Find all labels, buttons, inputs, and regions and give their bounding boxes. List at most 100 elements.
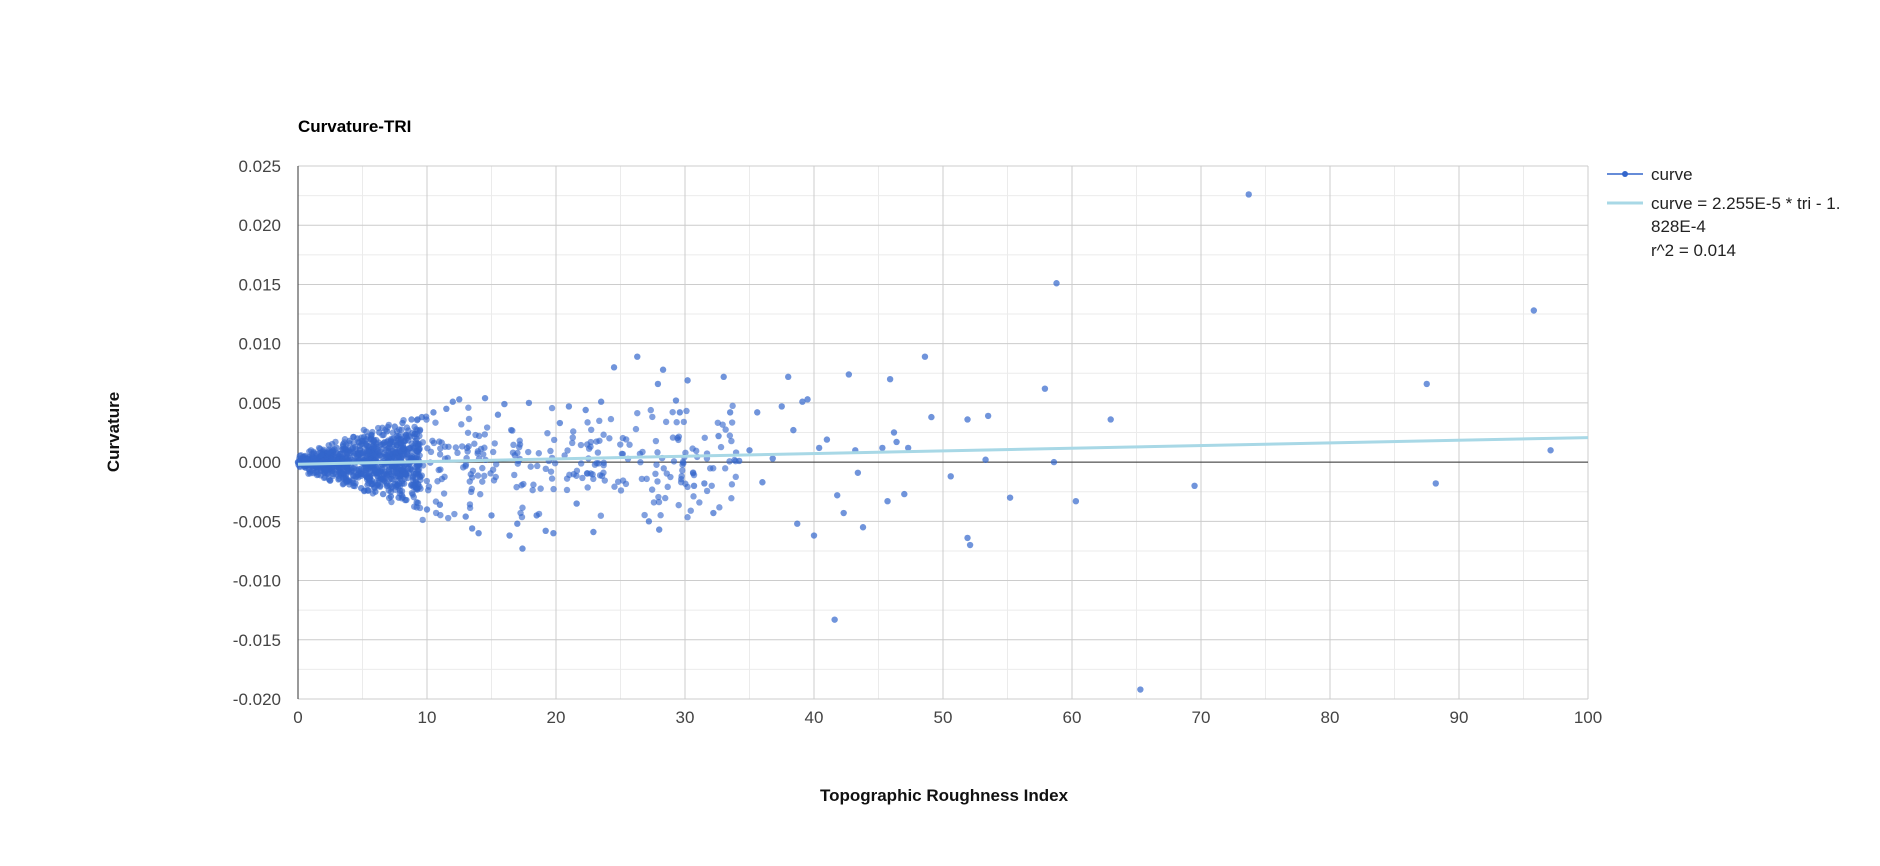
legend-item-points[interactable]: curve xyxy=(1607,165,1693,184)
data-point xyxy=(901,490,908,498)
data-point xyxy=(682,449,689,456)
data-point xyxy=(383,453,390,460)
data-point xyxy=(719,421,726,428)
y-tick-label: 0.020 xyxy=(238,216,281,235)
data-point xyxy=(534,462,541,470)
data-point xyxy=(1530,307,1538,314)
data-point xyxy=(611,483,618,490)
x-tick-label: 0 xyxy=(293,708,302,727)
data-point xyxy=(429,437,436,444)
data-point xyxy=(643,475,650,483)
data-point xyxy=(393,441,400,449)
data-point xyxy=(678,472,685,480)
data-point xyxy=(715,432,722,440)
data-point xyxy=(947,473,954,480)
trendline-path xyxy=(297,436,1589,466)
data-point xyxy=(684,514,691,521)
tick-labels: 0 10 20 30 40 50 60 70 80 90 100 0.025 0.020 0.015 0.0… xyxy=(233,157,1602,727)
data-point xyxy=(334,456,342,463)
data-point xyxy=(759,479,766,486)
data-point xyxy=(655,493,662,501)
data-point xyxy=(879,444,886,452)
data-point xyxy=(577,441,585,449)
data-point xyxy=(570,428,577,435)
data-point xyxy=(388,470,395,477)
legend-trendline-label-cont: 828E-4 xyxy=(1651,217,1706,236)
data-point xyxy=(479,478,486,485)
data-point xyxy=(408,416,415,423)
x-tick-label: 60 xyxy=(1063,708,1082,727)
data-point xyxy=(329,470,337,478)
data-point xyxy=(469,467,477,475)
x-tick-label: 100 xyxy=(1574,708,1602,727)
data-point xyxy=(413,426,420,433)
data-point xyxy=(606,435,613,442)
data-point xyxy=(409,481,417,489)
data-point xyxy=(964,534,971,542)
data-point xyxy=(1053,280,1060,287)
data-point xyxy=(735,457,743,465)
data-point xyxy=(360,470,367,478)
data-point xyxy=(618,450,626,458)
data-point xyxy=(468,474,476,481)
data-point xyxy=(483,424,491,431)
data-point xyxy=(684,377,691,384)
data-point xyxy=(754,409,761,416)
data-point xyxy=(449,398,456,405)
data-point xyxy=(419,462,427,469)
y-tick-label: -0.005 xyxy=(233,512,281,531)
data-point xyxy=(387,493,395,500)
data-point xyxy=(356,446,364,453)
data-point xyxy=(582,406,589,414)
data-point xyxy=(593,438,600,445)
data-point xyxy=(652,470,659,478)
data-point xyxy=(654,478,661,485)
data-point xyxy=(714,419,721,426)
data-point xyxy=(720,373,727,381)
data-point xyxy=(362,441,370,449)
y-tick-label: 0.005 xyxy=(238,394,281,413)
data-point xyxy=(600,469,607,476)
data-point xyxy=(344,468,351,475)
data-point xyxy=(653,461,660,468)
data-point xyxy=(489,448,497,456)
data-point xyxy=(596,417,603,425)
data-point xyxy=(728,419,736,426)
data-point xyxy=(590,528,597,536)
data-point xyxy=(573,500,580,507)
data-point xyxy=(360,434,367,441)
data-point xyxy=(1006,494,1014,501)
data-point xyxy=(525,448,532,456)
data-point xyxy=(318,451,325,459)
legend-item-trendline[interactable]: curve = 2.255E-5 * tri - 1. 828E-4 r^2 =… xyxy=(1607,194,1840,260)
data-point xyxy=(459,464,467,471)
data-point xyxy=(804,396,811,403)
data-point xyxy=(525,399,533,407)
x-tick-label: 80 xyxy=(1321,708,1340,727)
data-point xyxy=(393,469,400,477)
data-point xyxy=(584,484,591,491)
data-point xyxy=(717,443,725,451)
data-point xyxy=(419,439,427,446)
data-point xyxy=(669,434,677,441)
data-point xyxy=(547,447,554,455)
data-point xyxy=(710,465,717,472)
data-point xyxy=(388,475,395,483)
data-point xyxy=(514,520,521,527)
data-point xyxy=(440,490,448,497)
data-point xyxy=(339,455,347,463)
data-point xyxy=(413,431,421,438)
data-point xyxy=(726,458,733,465)
legend: curve curve = 2.255E-5 * tri - 1. 828E-4… xyxy=(1607,165,1840,260)
data-point xyxy=(375,439,382,446)
data-point xyxy=(542,527,549,535)
x-tick-label: 70 xyxy=(1192,708,1211,727)
data-point xyxy=(716,504,723,511)
data-point xyxy=(584,441,591,448)
data-point xyxy=(437,511,444,519)
data-point xyxy=(722,426,729,433)
data-point xyxy=(785,373,792,381)
data-point xyxy=(778,403,785,410)
data-point xyxy=(380,439,388,447)
